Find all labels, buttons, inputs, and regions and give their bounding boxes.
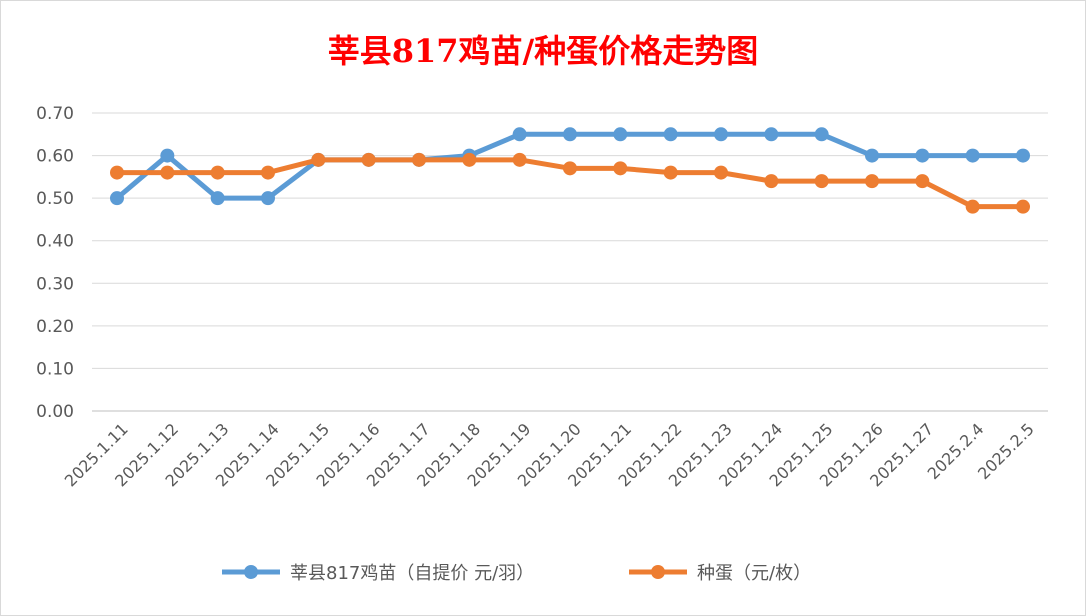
data-point <box>915 174 930 189</box>
x-axis-ticks: 2025.1.112025.1.122025.1.132025.1.142025… <box>61 419 1038 490</box>
data-point <box>412 152 426 167</box>
y-axis-ticks: 0.00 0.10 0.20 0.30 0.40 0.50 0.60 0.70 <box>36 104 74 422</box>
data-point <box>764 174 779 189</box>
data-point <box>1016 148 1030 163</box>
data-point <box>512 152 527 167</box>
data-point <box>210 191 225 206</box>
data-point <box>814 127 829 142</box>
y-tick-label: 0.20 <box>36 317 74 337</box>
data-point <box>613 161 628 176</box>
data-point <box>865 148 879 163</box>
legend-marker <box>244 565 258 579</box>
legend-label: 莘县817鸡苗（自提价 元/羽） <box>290 563 534 584</box>
data-point <box>110 191 124 206</box>
series-lines <box>110 127 1030 214</box>
data-point <box>965 148 980 163</box>
data-point <box>663 127 678 142</box>
data-point <box>311 152 326 167</box>
data-point <box>160 148 175 163</box>
data-point <box>563 127 577 142</box>
legend-label: 种蛋（元/枚） <box>697 563 811 584</box>
data-point <box>261 191 275 206</box>
data-point <box>210 165 225 180</box>
data-point <box>110 165 124 180</box>
data-point <box>764 127 779 142</box>
data-point <box>1016 199 1030 214</box>
chart-title: 莘县817鸡苗/种蛋价格走势图 <box>328 32 759 70</box>
y-tick-label: 0.00 <box>36 402 74 422</box>
data-point <box>512 127 527 142</box>
data-point <box>663 165 678 180</box>
data-point <box>261 165 275 180</box>
data-point <box>915 148 930 163</box>
y-tick-label: 0.10 <box>36 359 74 379</box>
data-point <box>563 161 577 176</box>
y-tick-label: 0.30 <box>36 274 74 294</box>
data-point <box>361 152 376 167</box>
y-tick-label: 0.50 <box>36 189 74 209</box>
data-point <box>160 165 175 180</box>
data-point <box>462 152 477 167</box>
y-tick-label: 0.40 <box>36 232 74 252</box>
data-point <box>965 199 980 214</box>
data-point <box>714 165 728 180</box>
data-point <box>714 127 728 142</box>
legend-marker <box>651 565 665 579</box>
data-point <box>814 174 829 189</box>
data-point <box>865 174 879 189</box>
legend: 莘县817鸡苗（自提价 元/羽） 种蛋（元/枚） <box>222 563 811 584</box>
legend-item-2: 种蛋（元/枚） <box>629 563 811 584</box>
data-point <box>613 127 628 142</box>
y-tick-label: 0.70 <box>36 104 74 124</box>
series-2 <box>110 152 1030 214</box>
y-tick-label: 0.60 <box>36 147 74 167</box>
legend-item-1: 莘县817鸡苗（自提价 元/羽） <box>222 563 534 584</box>
